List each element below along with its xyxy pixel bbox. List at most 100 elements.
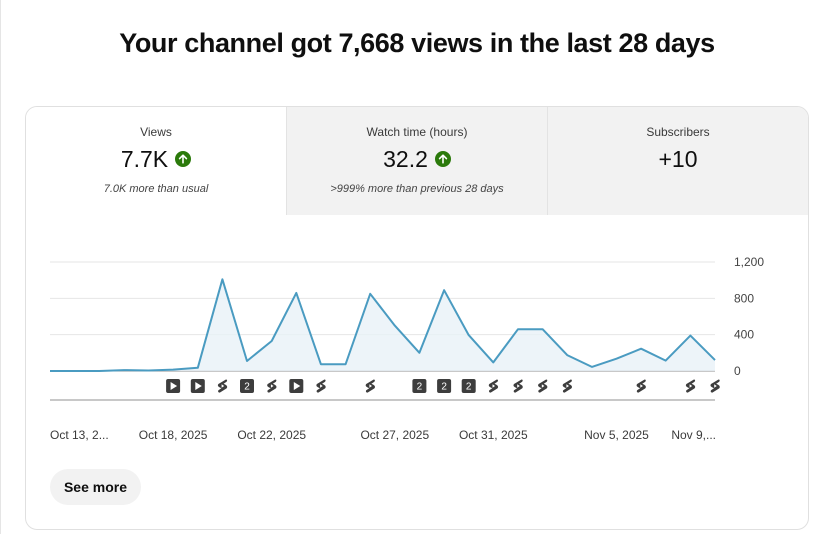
shorts-icon <box>316 379 326 393</box>
upload-count-label: 2 <box>466 382 472 393</box>
data-point <box>443 289 446 292</box>
data-point <box>393 324 396 327</box>
data-point <box>418 351 421 354</box>
shorts-icon <box>513 379 523 393</box>
data-point <box>689 334 692 337</box>
data-point <box>664 359 667 362</box>
shorts-play <box>566 384 569 388</box>
data-point <box>590 365 593 368</box>
views-chart: 1,200 800 400 0 2 2 2 2 Oct 13, 2... Oct 18, 2025… <box>26 215 808 445</box>
data-point <box>221 278 224 281</box>
shorts-play <box>714 384 717 388</box>
tab-views-value: 7.7K <box>120 145 169 172</box>
shorts-play <box>492 384 496 388</box>
left-edge-divider <box>0 0 1 534</box>
x-tick-label: Oct 18, 2025 <box>139 428 208 442</box>
trend-up-icon <box>175 151 192 167</box>
upload-count-badge: 2 <box>412 379 427 393</box>
video-upload-icon <box>190 379 205 393</box>
play-icon <box>170 382 178 390</box>
video-upload-icon <box>166 379 181 393</box>
shorts-icon <box>562 379 573 393</box>
x-tick-label: Oct 27, 2025 <box>360 428 429 442</box>
tab-subscribers[interactable]: Subscribers +10 <box>547 107 808 215</box>
y-tick-label: 0 <box>734 364 741 378</box>
shorts-play <box>369 384 372 388</box>
shorts-play <box>270 384 274 388</box>
data-point <box>492 361 495 364</box>
x-tick-label: Oct 13, 2... <box>50 428 109 442</box>
data-point <box>196 366 199 369</box>
data-point <box>270 340 273 343</box>
tab-views-label: Views <box>140 125 172 139</box>
upload-count-bg <box>240 379 254 393</box>
x-tick-label: Nov 5, 2025 <box>584 428 649 442</box>
page-title: Your channel got 7,668 views in the last… <box>119 28 715 58</box>
y-tick-label: 400 <box>734 328 754 342</box>
metric-tabs: Views 7.7K 7.0K more than usual Watch ti… <box>26 107 808 215</box>
upload-count-label: 2 <box>417 382 423 393</box>
shorts-play <box>221 384 225 388</box>
x-tick-label: Oct 22, 2025 <box>237 428 306 442</box>
shorts-icon <box>636 379 646 393</box>
shorts-icon <box>488 379 499 393</box>
tab-watch-time-value-row: 32.2 <box>287 145 547 173</box>
see-more-button[interactable]: See more <box>50 469 141 505</box>
data-point <box>122 369 125 372</box>
x-tick-label: Nov 9,... <box>671 428 716 442</box>
x-tick-label: Oct 31, 2025 <box>459 428 528 442</box>
data-point <box>319 363 322 366</box>
shorts-play <box>541 384 545 388</box>
upload-count-bg <box>437 379 452 393</box>
shorts-icon <box>710 379 720 393</box>
upload-count-bg <box>412 379 427 393</box>
data-point <box>566 354 569 357</box>
upload-count-badge: 2 <box>240 379 254 393</box>
views-chart-svg: 1,200 800 400 0 2 2 2 2 Oct 13, 2... Oct 18, 2025… <box>49 255 764 442</box>
data-point <box>369 292 372 295</box>
tab-views-value-row: 7.7K <box>26 145 286 173</box>
data-point <box>147 369 150 372</box>
tab-views-subtext: 7.0K more than usual <box>103 183 209 195</box>
data-point <box>73 370 76 373</box>
data-point <box>98 370 101 373</box>
data-point <box>467 334 470 337</box>
video-upload-icon <box>289 379 304 393</box>
tab-subscribers-label: Subscribers <box>646 125 710 139</box>
shorts-icon <box>267 379 277 393</box>
data-point <box>714 359 717 362</box>
tab-views[interactable]: Views 7.7K 7.0K more than usual <box>26 107 286 215</box>
upload-count-badge: 2 <box>461 379 476 393</box>
upload-count-bg <box>461 379 476 393</box>
play-icon <box>195 382 202 390</box>
y-tick-label: 800 <box>734 291 754 305</box>
data-point <box>541 328 544 331</box>
play-icon <box>293 382 301 390</box>
shorts-play <box>689 384 693 388</box>
tab-subscribers-value: +10 <box>658 145 698 172</box>
shorts-play <box>320 384 323 388</box>
shorts-play <box>640 384 643 388</box>
tab-subscribers-value-row: +10 <box>548 145 808 173</box>
shorts-icon <box>685 379 696 393</box>
upload-count-badge: 2 <box>437 379 452 393</box>
data-point <box>615 357 618 360</box>
upload-count-label: 2 <box>244 382 250 393</box>
data-point <box>172 368 175 371</box>
data-point <box>640 347 643 350</box>
shorts-icon <box>217 379 228 393</box>
shorts-icon <box>538 379 548 393</box>
channel-overview-card: Views 7.7K 7.0K more than usual Watch ti… <box>25 106 809 530</box>
shorts-play <box>517 384 520 388</box>
views-area <box>50 279 715 371</box>
tab-watch-time-subtext: >999% more than previous 28 days <box>330 183 504 195</box>
upload-count-label: 2 <box>441 382 447 393</box>
data-point <box>295 291 298 294</box>
tab-watch-time-label: Watch time (hours) <box>366 125 468 139</box>
data-point <box>49 370 52 373</box>
y-tick-label: 1,200 <box>734 255 764 269</box>
data-point <box>246 360 249 363</box>
tab-watch-time[interactable]: Watch time (hours) 32.2 >999% more than … <box>286 107 547 215</box>
trend-up-icon <box>434 151 451 167</box>
views-line <box>50 278 716 372</box>
